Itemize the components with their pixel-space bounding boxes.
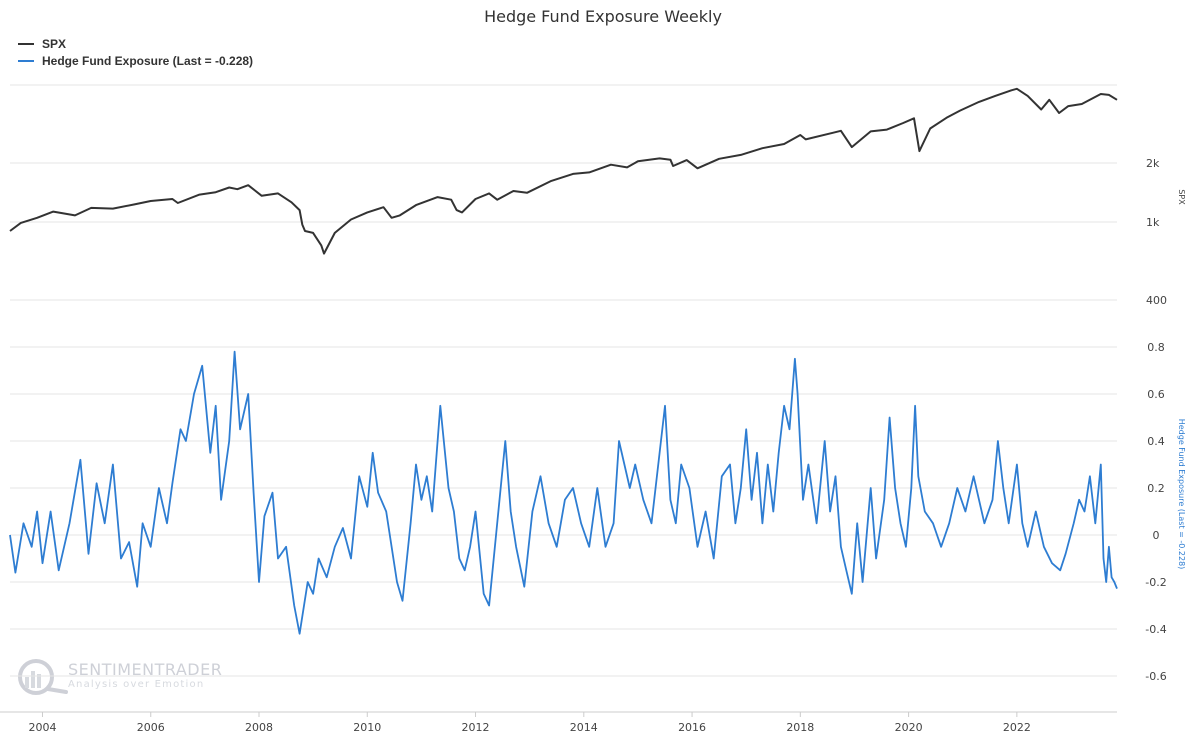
hedge-fund-y-tick-label: 0.8: [1147, 341, 1165, 354]
series-layer: [9, 87, 1118, 635]
x-tick-label: 2010: [353, 721, 381, 734]
legend[interactable]: SPX Hedge Fund Exposure (Last = -0.228): [18, 37, 253, 68]
magnifier-logo-icon: [18, 659, 68, 695]
x-tick-label: 2014: [570, 721, 598, 734]
hedge-fund-y-tick-label: -0.2: [1145, 576, 1166, 589]
hedge-fund-exposure-series-line[interactable]: [9, 350, 1118, 635]
x-tick-label: 2008: [245, 721, 273, 734]
spx-series-line[interactable]: [9, 87, 1118, 255]
x-tick-label: 2004: [28, 721, 56, 734]
sentimentrader-watermark: SENTIMENTRADER Analysis over Emotion: [18, 659, 222, 695]
hedge-fund-y-tick-label: 0.2: [1147, 482, 1165, 495]
chart-title: Hedge Fund Exposure Weekly: [484, 7, 722, 26]
hedge-fund-y-tick-label: 0.6: [1147, 388, 1165, 401]
legend-label-hedge-fund-exposure[interactable]: Hedge Fund Exposure (Last = -0.228): [42, 54, 253, 68]
hedge-fund-y-tick-label: 0.4: [1147, 435, 1165, 448]
x-tick-label: 2006: [137, 721, 165, 734]
spx-y-tick-label: 2k: [1146, 157, 1160, 170]
gridlines: [10, 84, 1117, 677]
hedge-fund-axis-title: Hedge Fund Exposure (Last = -0.228): [1177, 419, 1186, 570]
x-tick-label: 2018: [786, 721, 814, 734]
x-tick-label: 2012: [462, 721, 490, 734]
legend-label-spx[interactable]: SPX: [42, 37, 66, 51]
watermark-tagline: Analysis over Emotion: [68, 679, 204, 690]
hedge-fund-y-tick-label: -0.6: [1145, 670, 1166, 683]
spx-axis-title: SPX: [1177, 189, 1186, 205]
x-tick-label: 2022: [1003, 721, 1031, 734]
x-tick-label: 2020: [895, 721, 923, 734]
spx-y-tick-label: 1k: [1146, 216, 1160, 229]
axes: 2004 2006 2008 2010 2012 2014 2016 2018 2020 2022…: [0, 157, 1186, 734]
hedge-fund-y-tick-label: -0.4: [1145, 623, 1166, 636]
spx-y-tick-label: 400: [1146, 294, 1167, 307]
hedge-fund-y-tick-label: 0: [1153, 529, 1160, 542]
watermark-brand: SENTIMENTRADER: [68, 660, 222, 679]
x-tick-label: 2016: [678, 721, 706, 734]
